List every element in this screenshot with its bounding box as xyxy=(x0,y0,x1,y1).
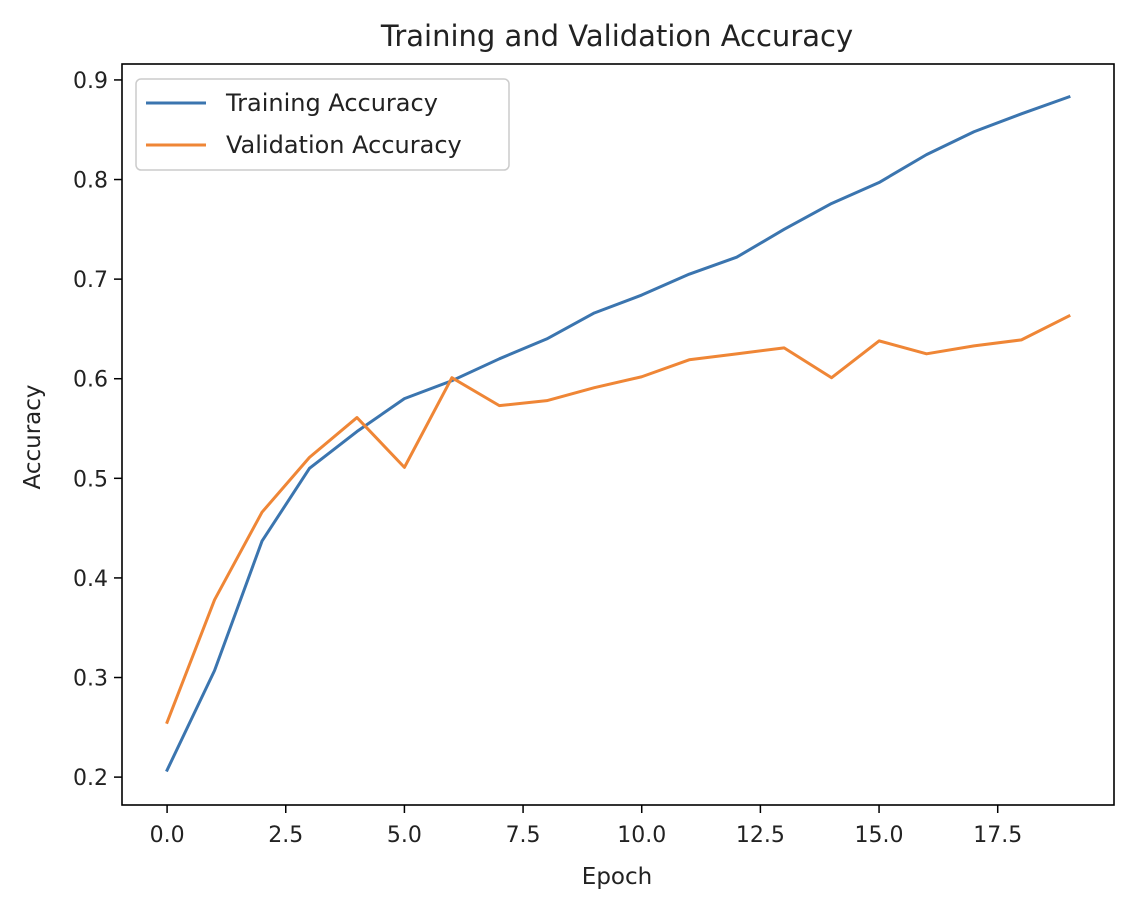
x-tick-label: 5.0 xyxy=(387,823,422,848)
y-tick-label: 0.9 xyxy=(73,69,108,94)
legend-box xyxy=(135,78,510,171)
training-accuracy-line xyxy=(165,94,1071,773)
y-tick-label: 0.2 xyxy=(73,766,108,791)
chart-title: Training and Validation Accuracy xyxy=(380,19,853,53)
legend-label-validation-accuracy: Validation Accuracy xyxy=(226,131,462,159)
x-axis-label: Epoch xyxy=(582,864,652,890)
y-axis-label: Accuracy xyxy=(20,384,46,489)
x-tick-label: 2.5 xyxy=(268,823,303,848)
y-tick-label: 0.4 xyxy=(73,567,108,592)
y-tick-label: 0.5 xyxy=(73,467,108,492)
y-tick-label: 0.8 xyxy=(73,169,108,194)
x-tick-label: 0.0 xyxy=(150,823,185,848)
legend: Training Accuracy Validation Accuracy xyxy=(135,78,510,171)
x-tick-label: 12.5 xyxy=(736,823,785,848)
x-tick-label: 7.5 xyxy=(506,823,541,848)
x-tick-label: 10.0 xyxy=(617,823,666,848)
y-tick-label: 0.6 xyxy=(73,368,108,393)
axis-ticks: 0.0 2.5 5.0 7.5 10.0 12.5 15.0 17.5 0.2 0.3 0.4 0.5… xyxy=(73,69,1022,848)
x-tick-label: 17.5 xyxy=(973,823,1022,848)
validation-accuracy-line xyxy=(165,313,1071,725)
y-tick-label: 0.7 xyxy=(73,268,108,293)
y-tick-label: 0.3 xyxy=(73,667,108,692)
x-tick-label: 15.0 xyxy=(855,823,904,848)
legend-label-training-accuracy: Training Accuracy xyxy=(225,89,438,117)
plot-frame xyxy=(121,63,1115,806)
data-series xyxy=(165,94,1071,773)
